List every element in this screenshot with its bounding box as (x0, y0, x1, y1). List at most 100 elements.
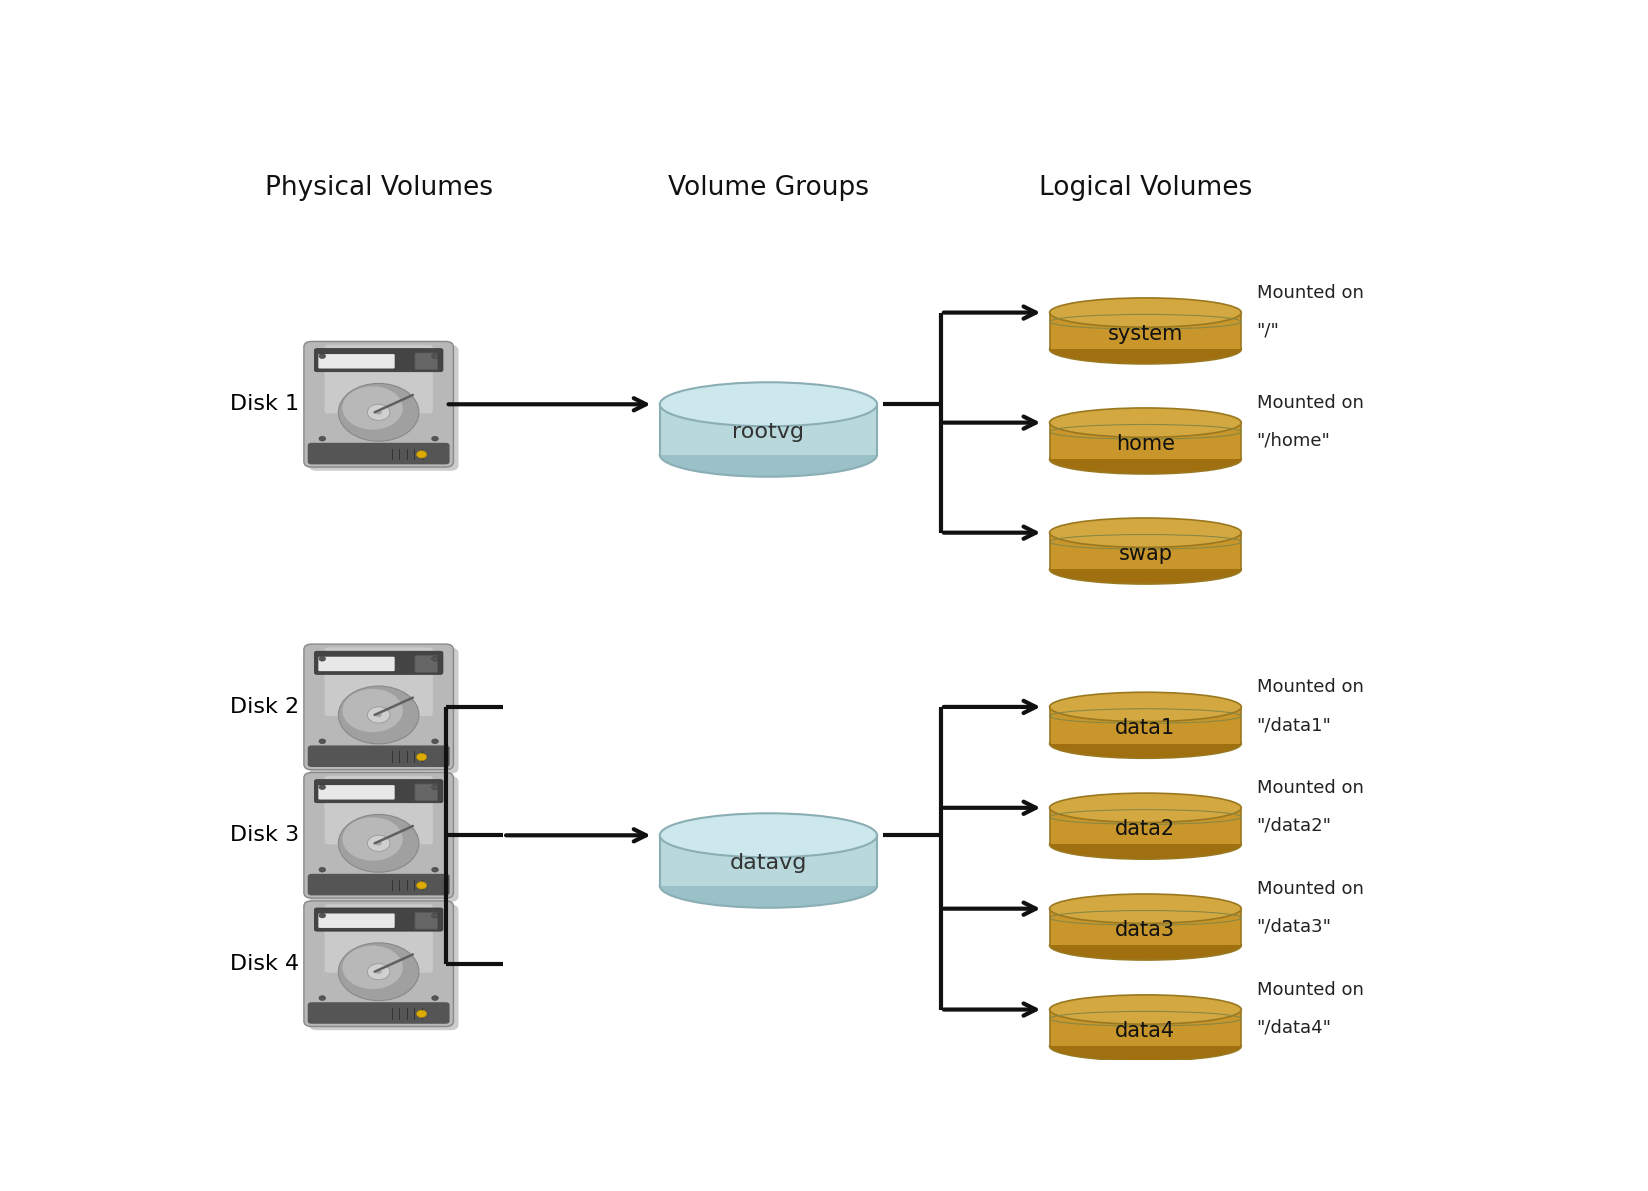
Ellipse shape (659, 382, 877, 426)
Ellipse shape (1050, 692, 1241, 722)
Text: Disk 3: Disk 3 (229, 825, 298, 846)
Text: Volume Groups: Volume Groups (667, 175, 868, 201)
Ellipse shape (659, 863, 877, 908)
Circle shape (432, 785, 438, 790)
Text: datavg: datavg (730, 853, 806, 873)
Text: Mounted on: Mounted on (1256, 980, 1363, 998)
Ellipse shape (1050, 409, 1241, 437)
Circle shape (432, 738, 438, 743)
Text: data3: data3 (1114, 919, 1175, 940)
Text: "/data1": "/data1" (1256, 716, 1330, 734)
FancyBboxPatch shape (415, 784, 437, 800)
FancyBboxPatch shape (303, 342, 453, 467)
Text: Mounted on: Mounted on (1256, 283, 1363, 301)
FancyBboxPatch shape (325, 904, 432, 973)
FancyBboxPatch shape (315, 651, 443, 674)
Text: "/": "/" (1256, 322, 1279, 339)
Text: "/data2": "/data2" (1256, 817, 1332, 835)
Circle shape (432, 656, 438, 661)
Circle shape (368, 706, 389, 723)
Circle shape (417, 881, 427, 888)
Ellipse shape (1050, 894, 1241, 923)
Circle shape (343, 946, 402, 989)
FancyBboxPatch shape (415, 655, 437, 672)
FancyBboxPatch shape (415, 912, 437, 929)
Ellipse shape (1050, 444, 1241, 474)
Text: data4: data4 (1114, 1021, 1175, 1041)
Circle shape (376, 410, 382, 414)
Circle shape (338, 943, 419, 1000)
Circle shape (417, 754, 427, 761)
Text: Disk 2: Disk 2 (229, 697, 298, 717)
Circle shape (376, 841, 382, 846)
Circle shape (432, 867, 438, 872)
Text: Mounted on: Mounted on (1256, 880, 1363, 898)
Circle shape (432, 354, 438, 358)
Circle shape (318, 656, 325, 661)
FancyBboxPatch shape (315, 780, 443, 803)
Circle shape (376, 712, 382, 717)
FancyBboxPatch shape (308, 443, 450, 464)
Polygon shape (1050, 1010, 1241, 1046)
Circle shape (318, 785, 325, 790)
FancyBboxPatch shape (318, 656, 394, 672)
Circle shape (318, 913, 325, 918)
Polygon shape (1050, 707, 1241, 743)
Polygon shape (1050, 423, 1241, 460)
Circle shape (368, 964, 389, 980)
Circle shape (338, 815, 419, 872)
Circle shape (318, 867, 325, 872)
Text: data2: data2 (1114, 819, 1175, 840)
Polygon shape (1050, 807, 1241, 844)
Text: Mounted on: Mounted on (1256, 779, 1363, 797)
Text: Mounted on: Mounted on (1256, 393, 1363, 412)
FancyBboxPatch shape (315, 908, 443, 931)
Ellipse shape (1050, 335, 1241, 364)
Text: "/data4": "/data4" (1256, 1018, 1332, 1036)
FancyBboxPatch shape (325, 775, 432, 844)
Ellipse shape (1050, 994, 1241, 1024)
Text: home: home (1116, 434, 1175, 454)
Polygon shape (1050, 909, 1241, 946)
Text: rootvg: rootvg (732, 422, 804, 442)
Text: Physical Volumes: Physical Volumes (264, 175, 493, 201)
FancyBboxPatch shape (325, 344, 432, 413)
Circle shape (368, 404, 389, 420)
Text: Disk 4: Disk 4 (229, 954, 298, 974)
FancyBboxPatch shape (318, 913, 394, 928)
Circle shape (432, 913, 438, 918)
Text: system: system (1107, 324, 1182, 344)
FancyBboxPatch shape (303, 644, 453, 769)
FancyBboxPatch shape (308, 648, 458, 773)
Polygon shape (1050, 312, 1241, 349)
FancyBboxPatch shape (308, 777, 458, 902)
Polygon shape (659, 404, 877, 455)
Polygon shape (1050, 532, 1241, 569)
Circle shape (368, 835, 389, 852)
Text: data1: data1 (1114, 718, 1175, 738)
Circle shape (318, 738, 325, 743)
Ellipse shape (1050, 793, 1241, 823)
FancyBboxPatch shape (318, 785, 394, 799)
FancyBboxPatch shape (308, 874, 450, 896)
Ellipse shape (659, 432, 877, 476)
FancyBboxPatch shape (308, 746, 450, 767)
FancyBboxPatch shape (315, 349, 443, 372)
Text: Logical Volumes: Logical Volumes (1038, 175, 1251, 201)
Circle shape (417, 1010, 427, 1017)
FancyBboxPatch shape (308, 345, 458, 470)
Text: Mounted on: Mounted on (1256, 678, 1363, 696)
Circle shape (338, 686, 419, 744)
Text: "/data3": "/data3" (1256, 918, 1332, 936)
Text: Disk 1: Disk 1 (229, 394, 298, 414)
Circle shape (338, 384, 419, 441)
Circle shape (417, 450, 427, 459)
Circle shape (318, 996, 325, 1000)
FancyBboxPatch shape (303, 900, 453, 1027)
Circle shape (318, 436, 325, 441)
FancyBboxPatch shape (308, 1002, 450, 1024)
FancyBboxPatch shape (303, 773, 453, 898)
Circle shape (376, 969, 382, 974)
Ellipse shape (1050, 930, 1241, 960)
Circle shape (432, 996, 438, 1000)
